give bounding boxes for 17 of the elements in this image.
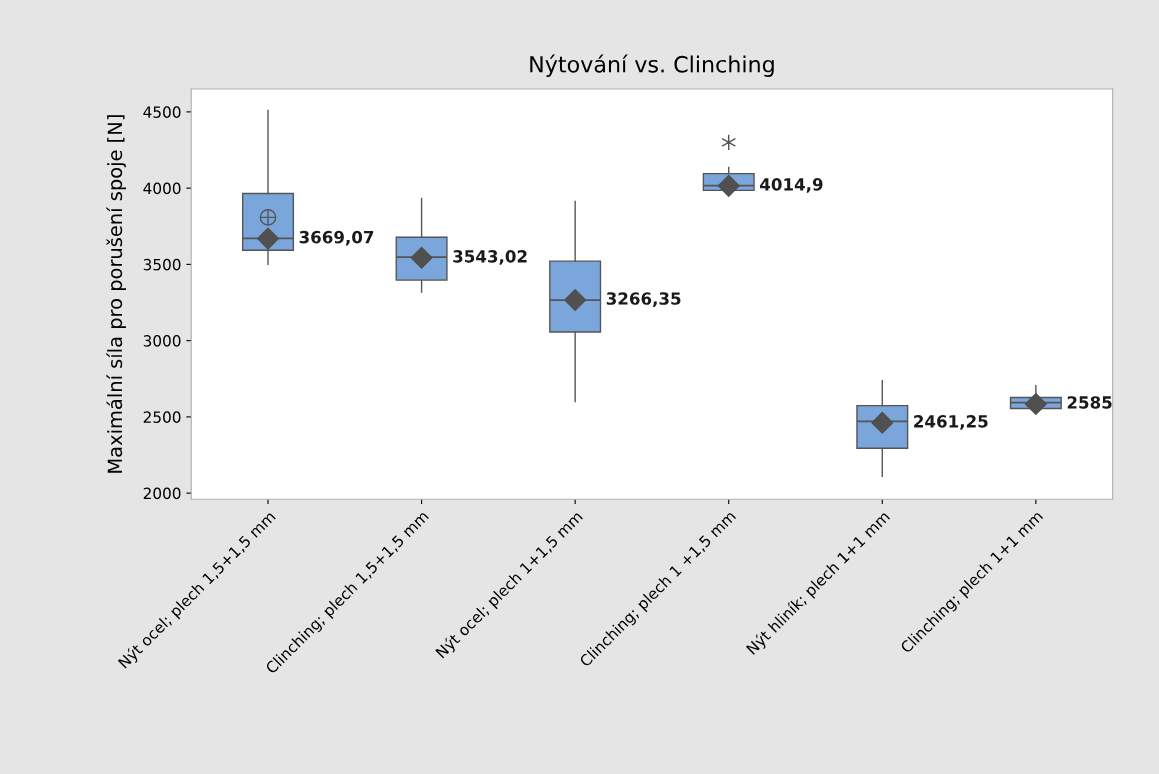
y-tick-label: 2000 xyxy=(143,487,181,500)
data-label: 3543,02 xyxy=(453,250,527,265)
chart-title: Nýtování vs. Clinching xyxy=(530,54,774,77)
point xyxy=(257,227,280,250)
data-label: 3669,07 xyxy=(299,230,374,246)
y-tick-label: 3500 xyxy=(143,258,181,271)
data-label: 3266,35 xyxy=(606,292,681,307)
data-label: 2461,25 xyxy=(914,415,988,430)
point xyxy=(717,174,740,197)
y-tick-label: 3000 xyxy=(143,335,181,347)
y-tick-label: 2500 xyxy=(143,411,181,423)
point xyxy=(1024,392,1047,415)
y-axis-title: Maximální síla pro porušení spoje [N] xyxy=(106,115,126,473)
data-label: 2585 xyxy=(1067,396,1112,409)
y-tick-label: 4500 xyxy=(143,106,181,118)
data-label: 4014,9 xyxy=(760,178,823,193)
y-tick-label: 4000 xyxy=(143,182,181,195)
